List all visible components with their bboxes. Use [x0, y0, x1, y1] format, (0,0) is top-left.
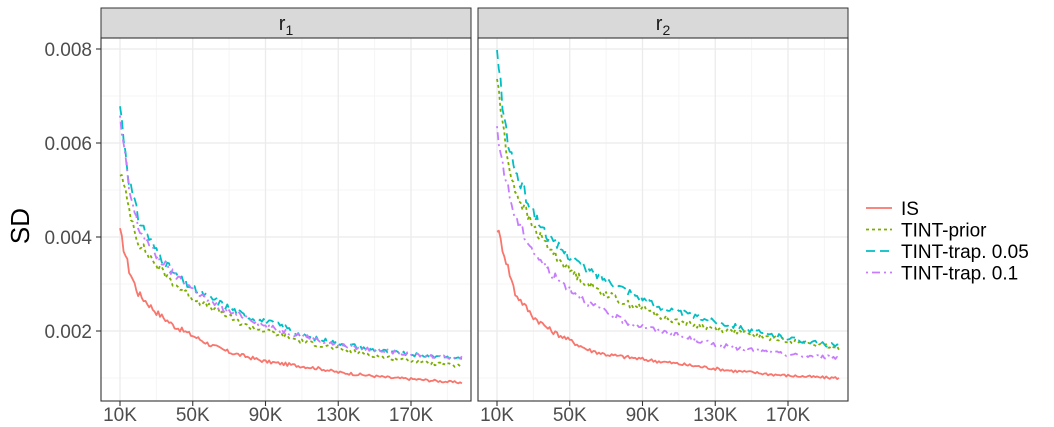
plot-background: [101, 38, 471, 401]
facet-strip-label: r1: [279, 13, 294, 38]
x-tick-label: 130K: [316, 405, 361, 426]
x-tick-label: 90K: [626, 405, 660, 426]
panel-border: [477, 37, 849, 402]
x-tick-label: 130K: [693, 405, 738, 426]
y-tick-label: 0.006: [44, 134, 92, 155]
plot-background: [478, 38, 848, 401]
x-tick-label: 170K: [766, 405, 811, 426]
series-line-tint-trap-0-05: [496, 49, 840, 348]
facet-panel-2: r2 10K 50K 90K 130K 170K: [477, 7, 849, 426]
series-line-is: [496, 229, 840, 380]
y-tick-label: 0.004: [44, 228, 92, 249]
legend-item: IS: [866, 199, 919, 220]
series-line-is: [119, 227, 463, 385]
x-tick-label: 10K: [103, 405, 137, 426]
legend-item: TINT-trap. 0.1: [866, 264, 1018, 285]
x-tick-label: 170K: [389, 405, 434, 426]
facet-strip: [100, 7, 472, 39]
facet-strip: [477, 7, 849, 39]
x-tick-label: 50K: [553, 405, 587, 426]
legend-label: TINT-prior: [901, 221, 987, 242]
x-tick-label: 10K: [480, 405, 514, 426]
x-tick-label: 90K: [249, 405, 283, 426]
series-line-tint-trap-0-1: [119, 115, 463, 360]
legend-item: TINT-prior: [866, 221, 987, 242]
series-line-tint-prior: [119, 174, 463, 368]
legend-label: TINT-trap. 0.05: [901, 242, 1029, 263]
facet-strip-label: r2: [656, 13, 671, 38]
y-axis-title: SD: [5, 208, 35, 244]
y-tick-label: 0.002: [44, 322, 92, 343]
y-tick-label: 0.008: [44, 40, 92, 61]
legend-label: TINT-trap. 0.1: [901, 264, 1018, 285]
legend-item: TINT-trap. 0.05: [866, 242, 1029, 263]
facet-panel-1: r1 10K 50K 90K 130K 170K 0.002 0.004 0.006 0.008: [44, 7, 472, 426]
legend-label: IS: [901, 199, 919, 220]
panel-border: [100, 37, 472, 402]
x-tick-label: 50K: [176, 405, 210, 426]
